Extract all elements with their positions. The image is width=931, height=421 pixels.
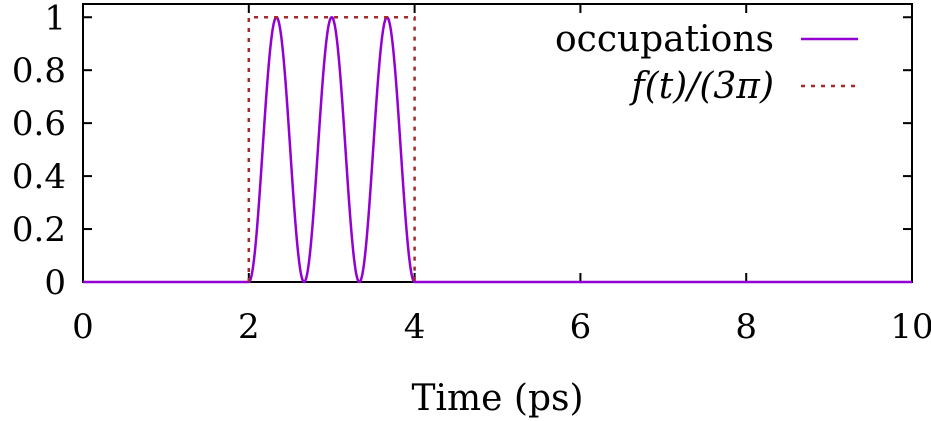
x-tick-label: 6: [570, 307, 592, 347]
series-line-2: [247, 15, 416, 282]
x-tick-label: 2: [238, 307, 260, 347]
y-tick-label: 0.2: [12, 210, 66, 250]
x-tick-label: 0: [72, 307, 94, 347]
plot-frame: [82, 3, 913, 283]
legend: occupations f(t)/(3π): [555, 19, 858, 107]
legend-label-2: f(t)/(3π): [628, 66, 774, 107]
legend-label-1: occupations: [555, 19, 774, 60]
x-tick-labels: 0 2 4 6 8 10: [72, 307, 931, 347]
plot-area: [82, 3, 913, 284]
y-tick-label: 0.8: [12, 51, 66, 91]
x-tick-label: 4: [404, 307, 426, 347]
y-tick-labels: 0 0.2 0.4 0.6 0.8 1: [12, 0, 66, 303]
y-tick-label: 0: [44, 263, 66, 303]
x-axis-title: Time (ps): [411, 378, 583, 419]
series-line-1: [83, 15, 912, 284]
y-tick-label: 1: [44, 0, 66, 38]
y-tick-label: 0.6: [12, 104, 66, 144]
x-tick-label: 8: [735, 307, 757, 347]
x-tick-label: 10: [890, 307, 931, 347]
y-tick-label: 0.4: [12, 157, 66, 197]
